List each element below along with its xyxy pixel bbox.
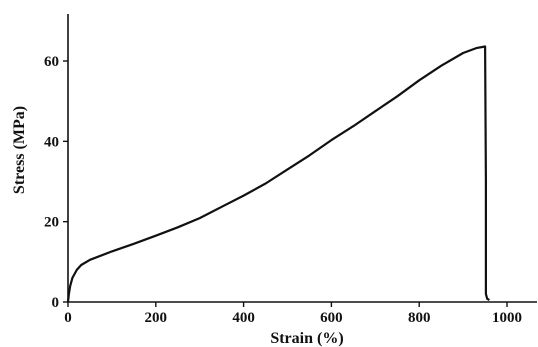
- y-tick-label: 60: [44, 54, 59, 70]
- y-tick-label: 40: [44, 134, 59, 150]
- x-tick-label: 600: [320, 310, 343, 326]
- x-tick-label: 800: [408, 310, 431, 326]
- tick-labels: 0 200 400 600 800 1000 0 20 40 60: [44, 54, 522, 326]
- x-tick-label: 1000: [492, 310, 522, 326]
- x-tick-label: 200: [145, 310, 168, 326]
- x-tick-label: 400: [232, 310, 255, 326]
- x-tick-label: 0: [64, 310, 72, 326]
- y-axis-title: Stress (MPa): [11, 106, 28, 194]
- series-line-0: [66, 45, 490, 303]
- y-tick-label: 0: [52, 295, 60, 311]
- data-series: [66, 45, 490, 303]
- x-axis-title: Strain (%): [270, 330, 343, 347]
- y-tick-label: 20: [44, 215, 59, 231]
- axis-ticks: [63, 60, 508, 307]
- axes: [67, 14, 537, 303]
